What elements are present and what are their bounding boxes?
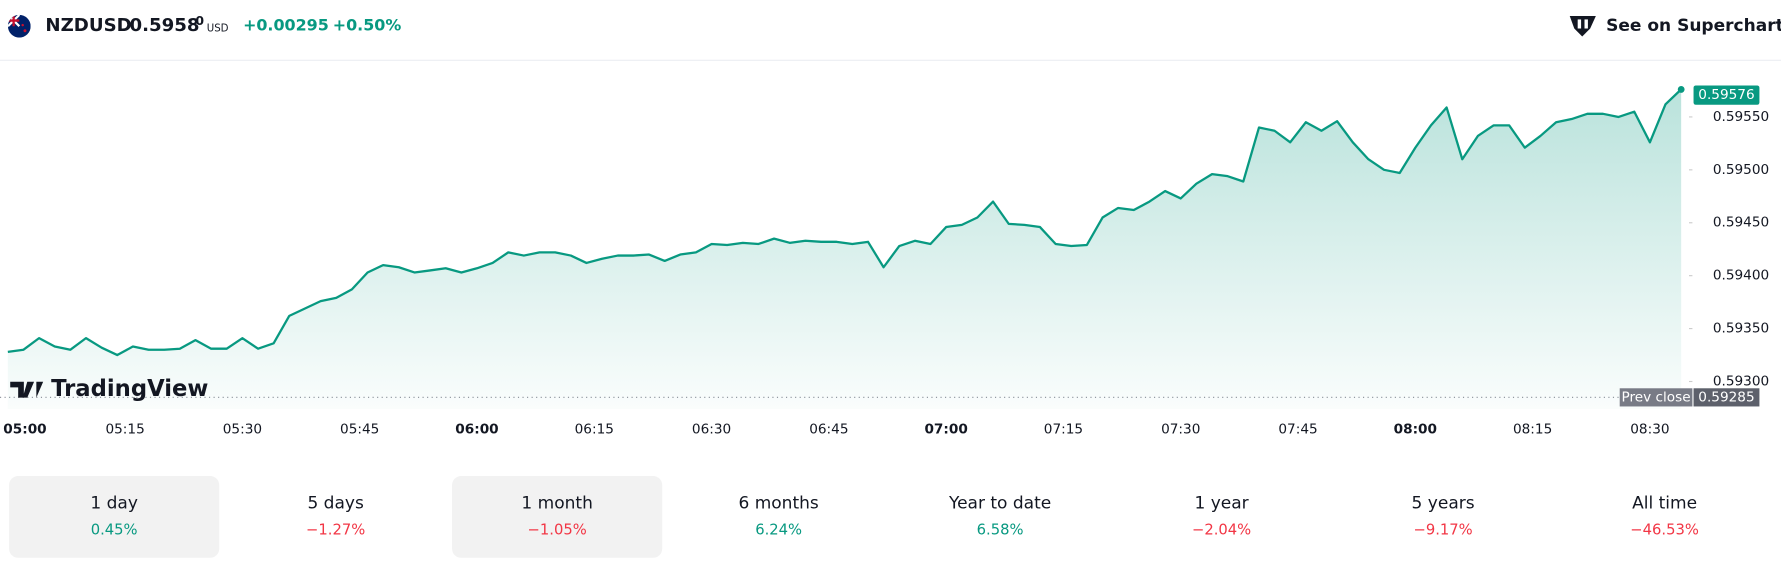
last-point — [1677, 86, 1685, 93]
icon-detail — [1577, 19, 1582, 29]
x-tick-label: 08:15 — [1513, 421, 1552, 437]
period-tab[interactable]: 6 months 6.24% — [738, 493, 818, 538]
x-tick-label: 07:00 — [924, 421, 967, 437]
supercharts-button[interactable]: See on Supercharts — [1569, 16, 1781, 37]
tab-background — [452, 476, 663, 558]
y-tick-label: 0.59500 — [1713, 162, 1769, 178]
price-change-percent: +0.50% — [333, 16, 402, 35]
x-tick-label: 05:45 — [340, 421, 379, 437]
period-label[interactable]: Year to date — [948, 493, 1051, 513]
x-tick-label: 07:15 — [1044, 421, 1083, 437]
period-change[interactable]: 6.58% — [977, 522, 1024, 539]
x-tick-label: 07:30 — [1161, 421, 1200, 437]
prev-close-tag — [1619, 388, 1693, 407]
period-change[interactable]: −1.27% — [306, 522, 365, 539]
x-tick-label: 08:30 — [1630, 421, 1669, 437]
icon-detail — [1584, 19, 1588, 29]
last-price-label: 0.59576 — [1698, 87, 1754, 103]
supercharts-icon — [1569, 16, 1596, 37]
period-label[interactable]: 5 years — [1412, 493, 1475, 513]
period-change[interactable]: −1.05% — [528, 522, 587, 539]
y-tick-label: 0.59400 — [1713, 268, 1769, 284]
x-tick-label: 06:45 — [809, 421, 848, 437]
period-tabs: 1 day 0.45% 5 days −1.27% 1 month −1.05% 6 mon… — [9, 476, 1699, 558]
period-tab[interactable]: 5 days −1.27% — [306, 493, 365, 538]
x-tick-label: 07:45 — [1278, 421, 1317, 437]
x-tick-label: 05:30 — [223, 421, 262, 437]
period-label[interactable]: 5 days — [307, 493, 364, 513]
price-line — [7, 88, 1682, 357]
flag-icon — [7, 14, 31, 38]
watermark: TradingView — [51, 376, 208, 402]
period-label[interactable]: All time — [1632, 493, 1697, 513]
price-change: +0.00295 — [243, 16, 329, 35]
x-tick-label: 06:15 — [575, 421, 614, 437]
y-tick-label: 0.59450 — [1713, 215, 1769, 231]
period-tab[interactable]: Year to date 6.58% — [948, 493, 1051, 538]
x-tick-label: 05:15 — [105, 421, 144, 437]
price-last-digit: 0 — [195, 13, 204, 28]
y-tick-label: 0.59550 — [1713, 109, 1769, 125]
supercharts-label[interactable]: See on Supercharts — [1606, 16, 1781, 36]
prev-close-label: Prev close — [1621, 389, 1690, 405]
period-change[interactable]: −46.53% — [1630, 522, 1699, 539]
currency: USD — [207, 24, 229, 35]
last-price-box — [1693, 85, 1760, 105]
price: 0.5958 — [129, 15, 199, 36]
watermark-logo — [10, 381, 44, 398]
period-tab[interactable]: 1 year −2.04% — [1192, 493, 1251, 538]
period-label[interactable]: 1 month — [521, 493, 592, 513]
period-label[interactable]: 6 months — [738, 493, 818, 513]
x-tick-label: 06:30 — [692, 421, 731, 437]
period-change[interactable]: −9.17% — [1413, 522, 1472, 539]
price-area — [7, 89, 1682, 410]
y-tick-label: 0.59300 — [1713, 373, 1769, 389]
period-change[interactable]: −2.04% — [1192, 522, 1251, 539]
period-tab[interactable]: All time −46.53% — [1630, 493, 1699, 538]
period-change[interactable]: 0.45% — [91, 522, 138, 539]
period-label[interactable]: 1 year — [1194, 493, 1248, 513]
tab-background — [9, 476, 220, 558]
x-tick-label: 08:00 — [1394, 421, 1437, 437]
plot-area: 0.59300 0.59350 0.59400 0.59450 0.59500 0.595… — [0, 85, 1769, 437]
period-tab[interactable]: 5 years −9.17% — [1412, 493, 1475, 538]
y-tick-label: 0.59350 — [1713, 321, 1769, 337]
prev-close-value: 0.59285 — [1698, 389, 1754, 405]
x-tick-label: 05:00 — [3, 421, 46, 437]
prev-close-value-box — [1693, 388, 1760, 407]
symbol: NZDUSD — [45, 15, 131, 36]
period-change[interactable]: 6.24% — [755, 522, 802, 539]
period-label[interactable]: 1 day — [90, 493, 138, 513]
x-tick-label: 06:00 — [455, 421, 498, 437]
period-tab[interactable]: 1 month −1.05% — [452, 476, 663, 558]
period-tab[interactable]: 1 day 0.45% — [9, 476, 220, 558]
